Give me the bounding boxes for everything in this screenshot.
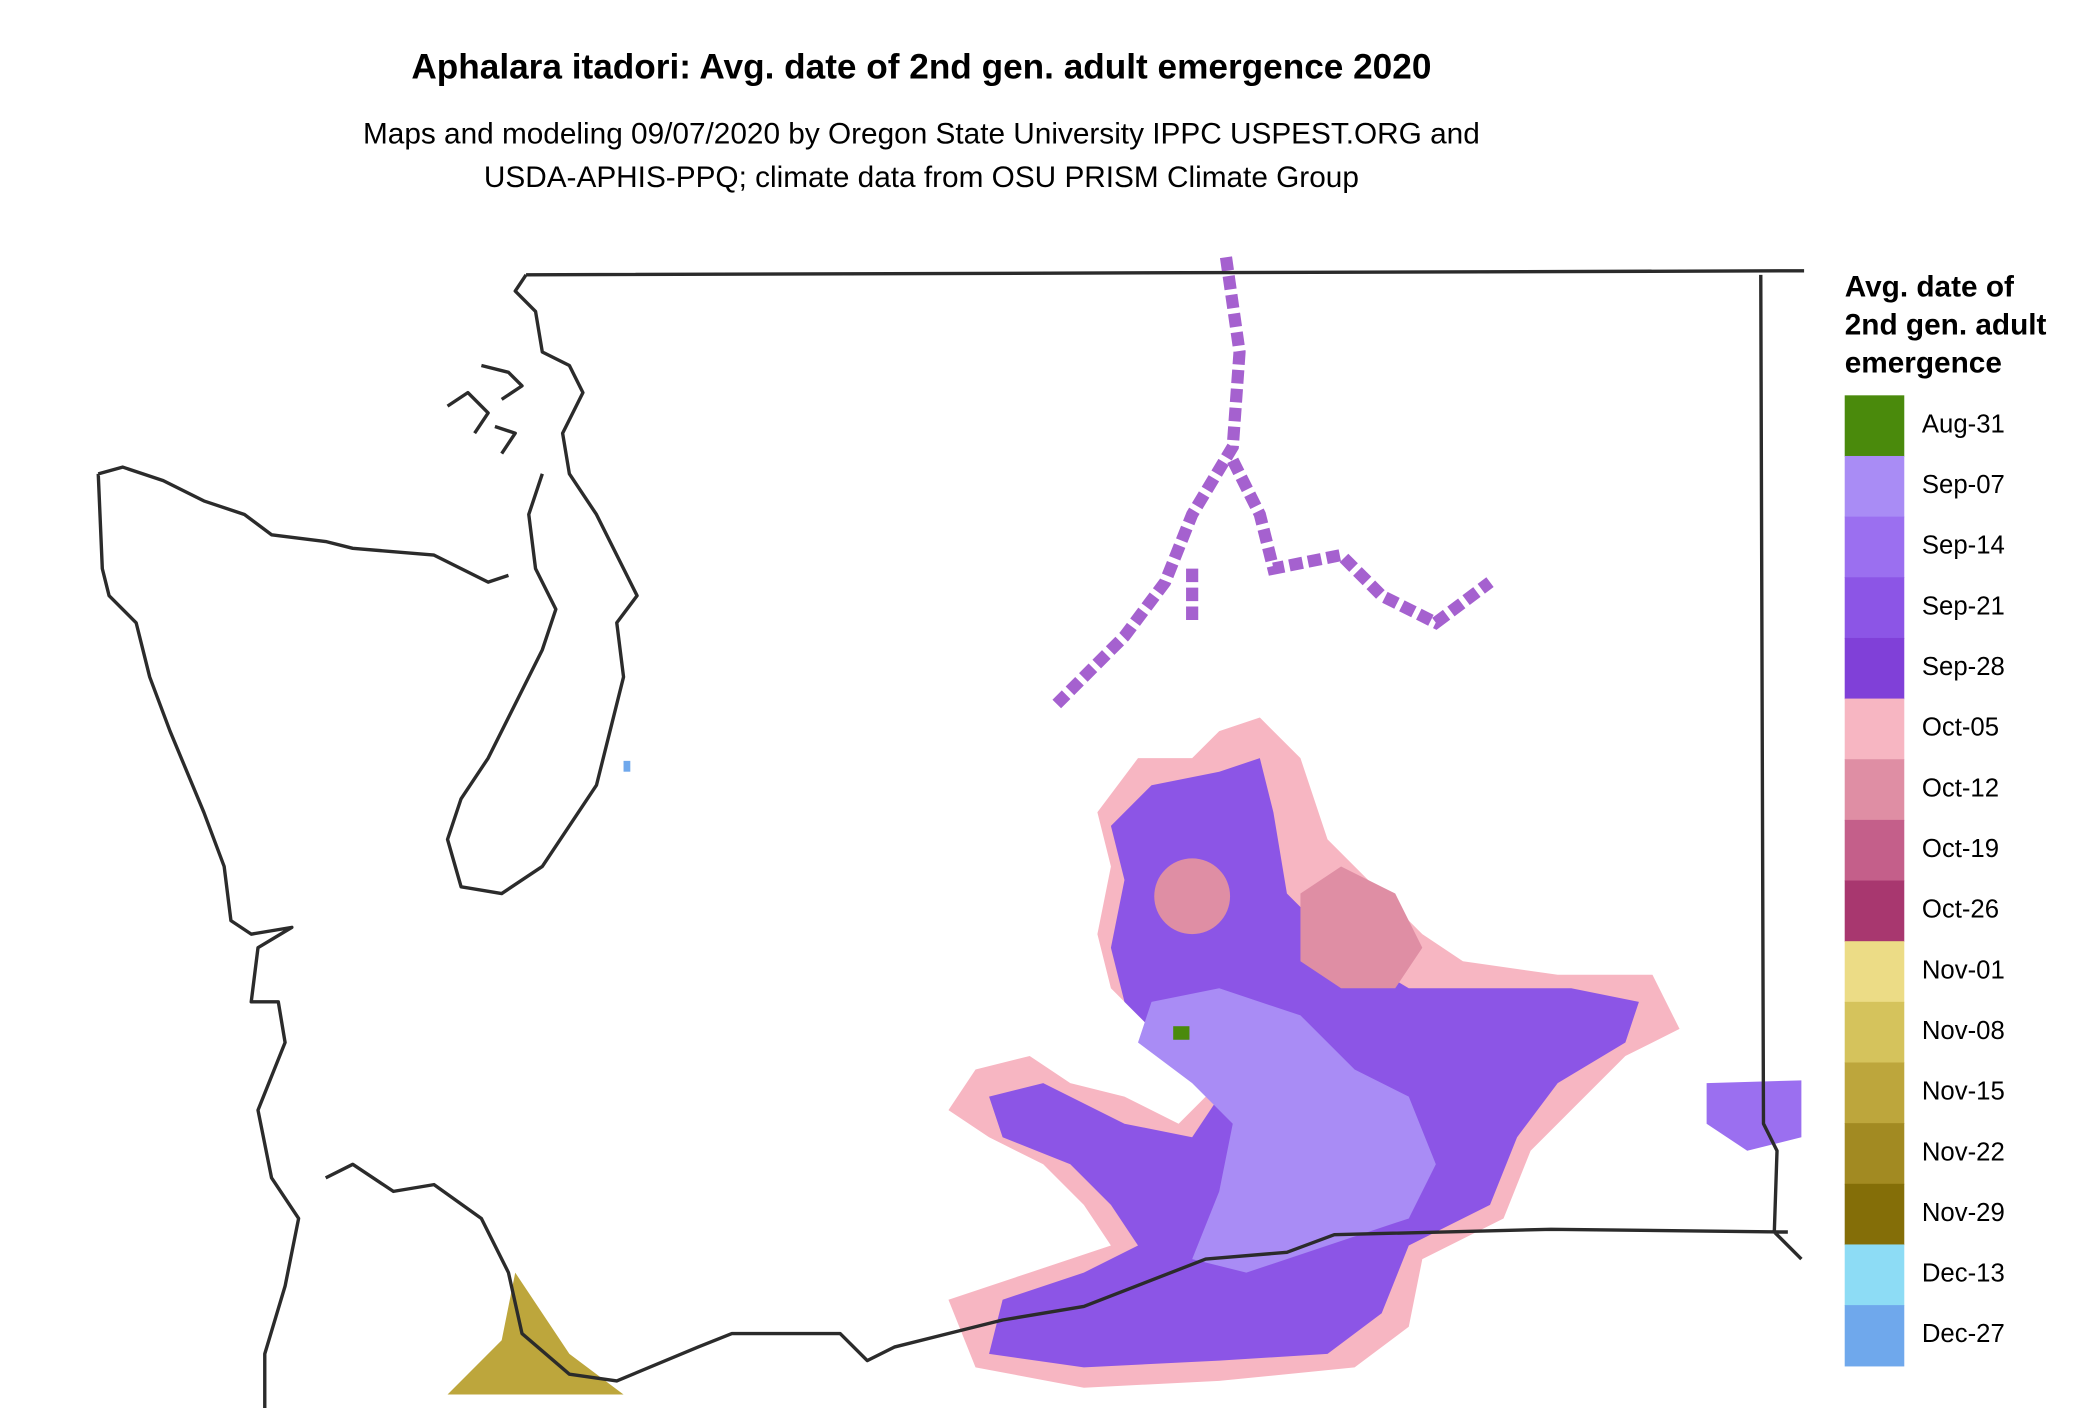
legend-label: Sep-07 [1922,471,2005,499]
region [1138,988,1436,1273]
legend-label: Oct-05 [1922,714,1999,742]
coastline [96,465,509,1408]
region [1173,1026,1190,1040]
legend: Aug-31 Sep-07 Sep-14 Sep-21 Sep-28 Oct-05 Oct-… [1844,395,2005,1367]
legend-label: Nov-15 [1922,1078,2005,1106]
legend-label: Aug-31 [1922,410,2005,438]
legend-swatch [1844,698,1905,760]
legend-swatch [1844,637,1905,700]
legend-swatch [1844,1305,1905,1367]
title: Aphalara itadori: Avg. date of 2nd gen. … [411,48,1431,87]
legend-label: Nov-01 [1922,956,2005,984]
legend-label: Sep-14 [1922,532,2005,560]
legend-label: Oct-19 [1922,835,1999,863]
legend-swatch [1844,1001,1905,1064]
legend-label: Sep-21 [1922,592,2005,620]
legend-label: Dec-27 [1922,1320,2005,1348]
legend-swatch [1844,455,1905,518]
coastline [446,363,524,455]
region [1300,866,1423,989]
legend-swatch [1844,1183,1905,1246]
legend-title: 2nd gen. adult [1845,308,2047,341]
subtitle-line: USDA-APHIS-PPQ; climate data from OSU PR… [484,161,1359,194]
map [96,256,1805,1408]
region [1052,256,1494,709]
legend-label: Nov-08 [1922,1017,2005,1045]
legend-swatch [1844,1123,1905,1185]
legend-swatch [1844,1244,1905,1306]
legend-label: Dec-13 [1922,1260,2005,1288]
legend-swatch [1844,516,1905,578]
legend-swatch [1844,941,1905,1003]
legend-title: emergence [1845,346,2002,379]
legend-label: Oct-12 [1922,774,1999,802]
region [1154,858,1231,935]
legend-label: Sep-28 [1922,653,2005,681]
subtitle-line: Maps and modeling 09/07/2020 by Oregon S… [363,118,1480,151]
legend-swatch [1844,577,1905,639]
legend-swatch [1844,395,1905,457]
legend-label: Nov-22 [1922,1138,2005,1166]
region [447,1272,624,1395]
region [623,760,631,772]
legend-swatch [1844,819,1905,882]
legend-label: Nov-29 [1922,1199,2005,1227]
legend-title: Avg. date of [1845,270,2014,303]
region [1706,1080,1802,1151]
state-border [324,269,1805,1383]
legend-swatch [1844,759,1905,821]
legend-label: Oct-26 [1922,896,1999,924]
legend-swatch [1844,880,1905,942]
legend-swatch [1844,1062,1905,1124]
coastline [445,273,639,896]
